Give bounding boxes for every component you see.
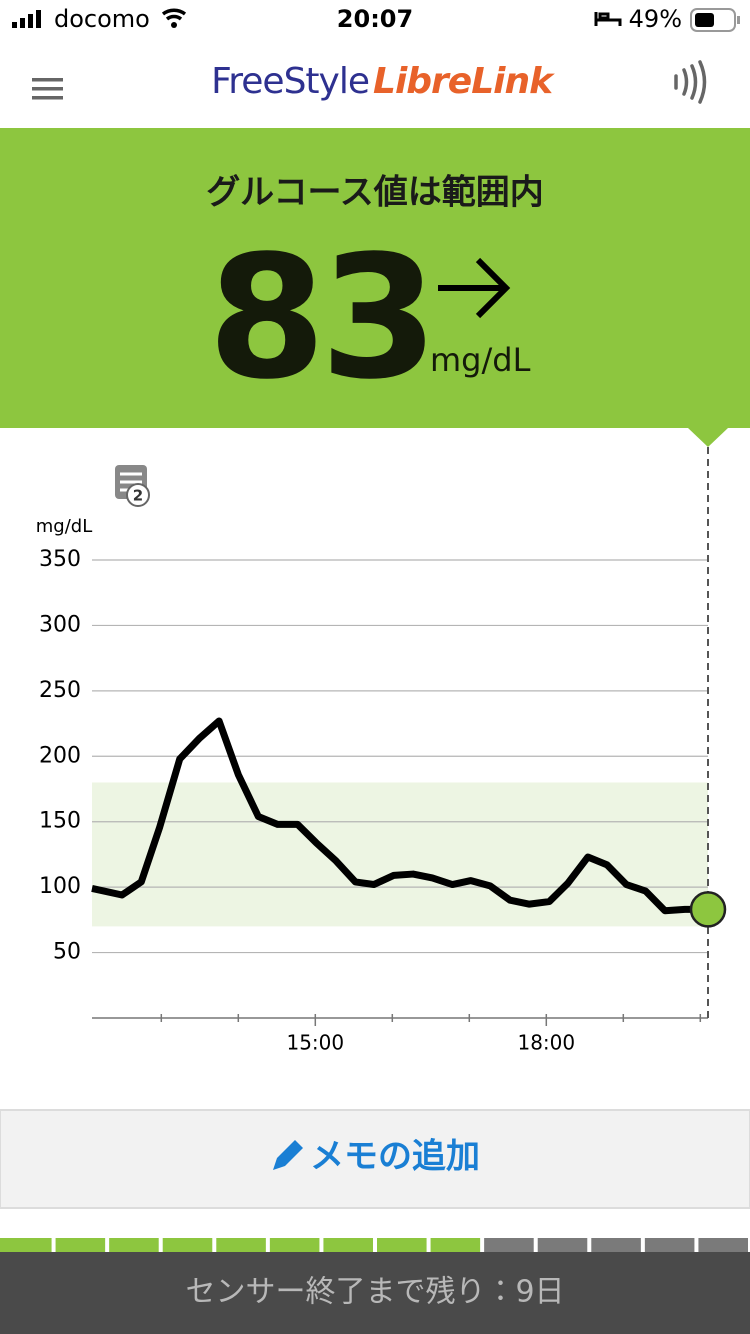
y-tick-label: 150 <box>39 809 81 834</box>
notes-count: 2 <box>133 487 143 505</box>
battery-level <box>695 13 714 27</box>
battery-text: 49% <box>629 5 682 33</box>
sensor-segment <box>537 1238 588 1252</box>
glucose-unit: mg/dL <box>430 341 531 379</box>
signal-bar <box>36 10 41 28</box>
sensor-segment <box>484 1238 534 1252</box>
target-range <box>92 782 708 927</box>
sensor-segment <box>269 1238 320 1252</box>
x-tick-label: 15:00 <box>286 1031 344 1055</box>
battery-icon <box>690 8 736 32</box>
sensor-segment <box>216 1238 266 1252</box>
y-tick-label: 350 <box>39 547 81 572</box>
wifi-icon <box>171 22 177 28</box>
memo-label: メモの追加 <box>310 1137 480 1177</box>
signal-bar <box>28 14 33 28</box>
current-pointer <box>688 428 728 447</box>
memo-button[interactable]: メモの追加 <box>273 1137 480 1177</box>
scan-icon <box>682 68 689 96</box>
clock: 20:07 <box>337 5 413 33</box>
menu-line <box>32 78 63 82</box>
signal-bar <box>20 18 25 28</box>
sensor-text: センサー終了まで残り：9日 <box>185 1275 564 1310</box>
logo-freestyle: FreeStyle <box>211 61 369 102</box>
sensor-segment <box>55 1238 106 1252</box>
wifi-icon <box>161 8 187 21</box>
y-tick-label: 200 <box>39 743 81 768</box>
signal-bar <box>12 22 17 28</box>
sensor-segment <box>323 1238 373 1252</box>
memo-area <box>0 1109 750 1209</box>
pencil-icon <box>273 1140 303 1170</box>
sensor-segment <box>162 1238 213 1252</box>
menu-line <box>32 87 63 91</box>
sensor-progress <box>0 1238 748 1252</box>
y-tick-label: 300 <box>39 612 81 637</box>
scan-button[interactable] <box>674 60 707 104</box>
y-tick-label: 50 <box>53 940 81 965</box>
glucose-chart: 2 mg/dL 50 100 150 200 250 300 350 15:00 18:00 <box>36 447 727 1055</box>
scan-icon <box>690 64 698 100</box>
scan-icon <box>698 60 707 104</box>
y-axis-label: mg/dL <box>36 516 92 537</box>
glucose-value: 83 <box>208 219 433 417</box>
sensor-segment <box>377 1238 427 1252</box>
sensor-segment <box>644 1238 695 1252</box>
sensor-segment <box>0 1238 52 1252</box>
glucose-line <box>91 717 708 915</box>
carrier: docomo <box>54 5 150 33</box>
battery-tip <box>737 16 740 24</box>
y-tick-label: 250 <box>39 678 81 703</box>
sleep-icon <box>594 12 622 26</box>
trend-arrow <box>438 257 511 319</box>
status-bar: docomo 20:07 49% <box>12 5 740 33</box>
sensor-footer <box>0 1252 750 1334</box>
header: FreeStyle LibreLink <box>32 60 707 104</box>
sensor-segment <box>109 1238 159 1252</box>
menu-line <box>32 96 63 100</box>
menu-button[interactable] <box>32 78 63 100</box>
x-tick-label: 18:00 <box>517 1031 575 1055</box>
current-reading <box>689 891 727 928</box>
notes-badge <box>126 483 150 507</box>
glucose-banner <box>0 128 750 428</box>
y-tick-label: 100 <box>39 874 81 899</box>
sensor-segment <box>430 1238 481 1252</box>
glucose-status: グルコース値は範囲内 <box>206 173 544 213</box>
sensor-segment <box>698 1238 748 1252</box>
logo-librelink: LibreLink <box>373 61 555 102</box>
notes-button[interactable]: 2 <box>115 465 150 507</box>
sensor-segment <box>591 1238 641 1252</box>
